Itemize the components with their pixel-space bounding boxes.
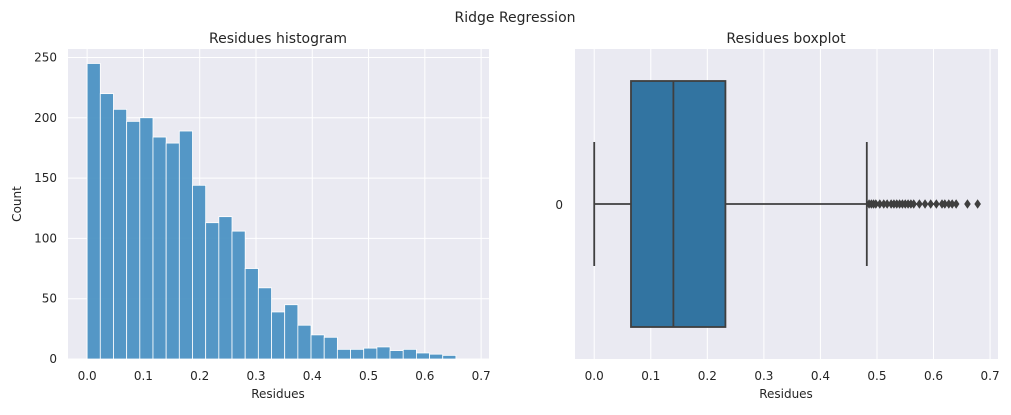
boxplot-marks <box>593 80 981 328</box>
histogram-y-tick-label: 250 <box>34 50 57 64</box>
histogram-x-tick-label: 0.4 <box>303 369 322 383</box>
histogram-bar <box>86 63 101 360</box>
histogram-bar <box>389 350 404 360</box>
histogram-bar <box>415 352 430 360</box>
boxplot-box <box>630 80 727 328</box>
figure-title: Ridge Regression <box>454 10 575 26</box>
histogram-bar <box>271 311 286 360</box>
histogram-bars <box>86 63 457 360</box>
histogram-y-tick-label: 200 <box>34 111 57 125</box>
histogram-bar <box>244 268 259 360</box>
histogram-x-tick-label: 0.2 <box>190 369 209 383</box>
histogram-bar <box>376 346 391 360</box>
histogram-x-tick-label: 0.3 <box>246 369 265 383</box>
histogram-x-tick-label: 0.7 <box>472 369 491 383</box>
boxplot-x-axis-label: Residues <box>759 387 813 401</box>
boxplot-outlier-point <box>974 199 981 209</box>
histogram-bar <box>363 347 378 360</box>
boxplot-outlier-point <box>921 199 929 209</box>
boxplot-x-tick-label: 0.3 <box>754 369 773 383</box>
boxplot-x-tick-label: 0.6 <box>924 369 943 383</box>
histogram-bar <box>152 136 167 360</box>
histogram-bar <box>442 354 457 360</box>
histogram-y-axis-label: Count <box>10 186 24 222</box>
histogram-bar <box>99 93 114 360</box>
boxplot-x-ticks: 0.0 0.1 0.2 0.3 0.4 0.5 0.6 0.7 <box>585 369 1000 383</box>
histogram-bar <box>257 287 272 360</box>
histogram-bar <box>139 117 154 360</box>
boxplot-title: Residues boxplot <box>726 31 846 47</box>
histogram-bar <box>165 142 180 360</box>
histogram-x-axis-label: Residues <box>251 387 305 401</box>
histogram-x-tick-label: 0.1 <box>134 369 153 383</box>
histogram-bar <box>350 348 365 360</box>
histogram-bar <box>323 336 338 360</box>
boxplot-x-tick-label: 0.1 <box>641 369 660 383</box>
histogram-bar <box>218 216 233 360</box>
histogram-y-tick-label: 0 <box>49 352 57 366</box>
histogram-x-ticks: 0.0 0.1 0.2 0.3 0.4 0.5 0.6 0.7 <box>78 369 491 383</box>
histogram-x-tick-label: 0.5 <box>359 369 378 383</box>
histogram-bar <box>178 130 193 360</box>
histogram-x-tick-label: 0.6 <box>415 369 434 383</box>
histogram-bar <box>402 348 417 360</box>
boxplot-x-tick-label: 0.0 <box>585 369 604 383</box>
histogram-bar <box>284 304 299 360</box>
boxplot-panel: 0.0 0.1 0.2 0.3 0.4 0.5 0.6 0.7 0 Residues boxp… <box>555 31 999 401</box>
histogram-bar <box>113 108 128 360</box>
boxplot-outlier-point <box>927 199 935 209</box>
histogram-y-tick-label: 50 <box>42 292 57 306</box>
boxplot-x-tick-label: 0.2 <box>698 369 717 383</box>
histogram-bar <box>205 222 220 360</box>
histogram-bar <box>336 348 351 360</box>
boxplot-outlier-point <box>952 199 960 209</box>
histogram-grid <box>68 49 489 360</box>
boxplot-x-tick-label: 0.7 <box>981 369 1000 383</box>
histogram-x-tick-label: 0.0 <box>78 369 97 383</box>
boxplot-x-tick-label: 0.5 <box>867 369 886 383</box>
boxplot-category-label: 0 <box>555 198 563 212</box>
histogram-bar <box>126 120 141 360</box>
histogram-bar <box>192 184 207 360</box>
histogram-bar <box>429 353 444 360</box>
boxplot-outlier-point <box>964 199 971 209</box>
histogram-bar <box>231 230 246 360</box>
histogram-y-tick-label: 150 <box>34 171 57 185</box>
histogram-bar <box>310 334 325 360</box>
histogram-title: Residues histogram <box>209 31 347 47</box>
histogram-bar <box>297 324 312 360</box>
histogram-y-ticks: 0 50 100 150 200 250 <box>34 50 57 366</box>
histogram-panel: 0.0 0.1 0.2 0.3 0.4 0.5 0.6 0.7 0 50 100 150 200 250… <box>10 31 491 401</box>
boxplot-outlier-point <box>916 199 923 209</box>
boxplot-outlier-point <box>910 199 918 209</box>
boxplot-x-tick-label: 0.4 <box>811 369 830 383</box>
boxplot-outlier-point <box>933 199 940 209</box>
histogram-y-tick-label: 100 <box>34 231 57 245</box>
